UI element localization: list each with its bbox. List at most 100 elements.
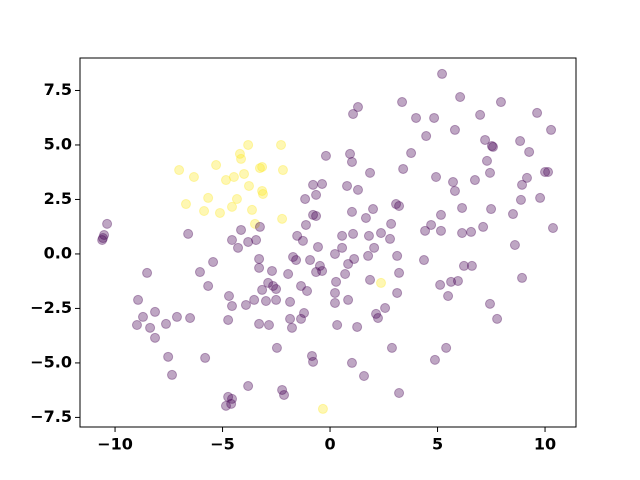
point (398, 163, 409, 174)
point (452, 275, 463, 286)
point (515, 194, 526, 205)
point (257, 161, 268, 172)
point (352, 102, 363, 113)
point (249, 294, 260, 305)
point (478, 221, 489, 232)
point (540, 166, 551, 177)
point (418, 255, 429, 266)
point (150, 332, 161, 343)
point (243, 180, 254, 191)
point (488, 141, 499, 152)
point (211, 160, 222, 171)
point (98, 233, 109, 244)
point (535, 192, 546, 203)
point (346, 156, 357, 167)
point (214, 207, 225, 218)
point (300, 194, 311, 205)
point (243, 236, 254, 247)
point (331, 276, 342, 287)
point (448, 177, 459, 188)
point (254, 318, 265, 329)
x-tick-label: −10 (97, 435, 133, 454)
point (457, 228, 468, 239)
x-tick-label: 10 (534, 435, 556, 454)
point (263, 319, 274, 330)
point (296, 313, 307, 324)
point (397, 97, 408, 108)
point (458, 260, 469, 271)
point (160, 318, 171, 329)
point (437, 68, 448, 79)
point (524, 146, 535, 157)
point (509, 240, 520, 251)
point (137, 311, 148, 322)
point (220, 175, 231, 186)
point (515, 136, 526, 147)
point (171, 311, 182, 322)
x-tick-label: −5 (210, 435, 235, 454)
point (99, 229, 110, 240)
point (532, 107, 543, 118)
point (385, 233, 396, 244)
point (194, 267, 205, 278)
point (246, 204, 257, 215)
point (183, 228, 194, 239)
point (276, 139, 287, 150)
point (271, 294, 282, 305)
y-tick-label: 2.5 (44, 189, 72, 208)
point (220, 400, 231, 411)
point (188, 172, 199, 183)
point (297, 235, 308, 246)
point (380, 302, 391, 313)
x-tick-label: 0 (324, 435, 335, 454)
y-tick-label: 0.0 (44, 243, 72, 262)
point (286, 322, 297, 333)
point (365, 274, 376, 285)
point (543, 166, 554, 177)
point (240, 299, 251, 310)
point (97, 234, 108, 245)
point (480, 134, 491, 145)
point (257, 185, 268, 196)
point (360, 212, 371, 223)
point (411, 112, 422, 123)
point (266, 265, 277, 276)
y-tick-label: −7.5 (30, 407, 72, 426)
point (292, 230, 303, 241)
point (257, 284, 268, 295)
point (340, 268, 351, 279)
point (349, 253, 360, 264)
point (365, 167, 376, 178)
point (348, 109, 359, 120)
point (435, 225, 446, 236)
point (317, 265, 328, 276)
point (337, 230, 348, 241)
point (243, 139, 254, 150)
point (392, 287, 403, 298)
point (359, 370, 370, 381)
point (392, 250, 403, 261)
point (486, 141, 497, 152)
point (226, 398, 237, 409)
point (346, 357, 357, 368)
point (257, 189, 268, 200)
point (271, 284, 282, 295)
point (174, 165, 185, 176)
point (285, 296, 296, 307)
point (300, 219, 311, 230)
point (199, 206, 210, 217)
point (485, 167, 496, 178)
point (308, 356, 319, 367)
point (475, 109, 486, 120)
point (223, 314, 234, 325)
point (420, 225, 431, 236)
point (102, 218, 113, 229)
point (308, 209, 319, 220)
point (203, 192, 214, 203)
point (277, 213, 288, 224)
point (343, 294, 354, 305)
point (443, 291, 454, 302)
point (283, 268, 294, 279)
point (279, 389, 290, 400)
y-tick-label: 7.5 (44, 80, 72, 99)
